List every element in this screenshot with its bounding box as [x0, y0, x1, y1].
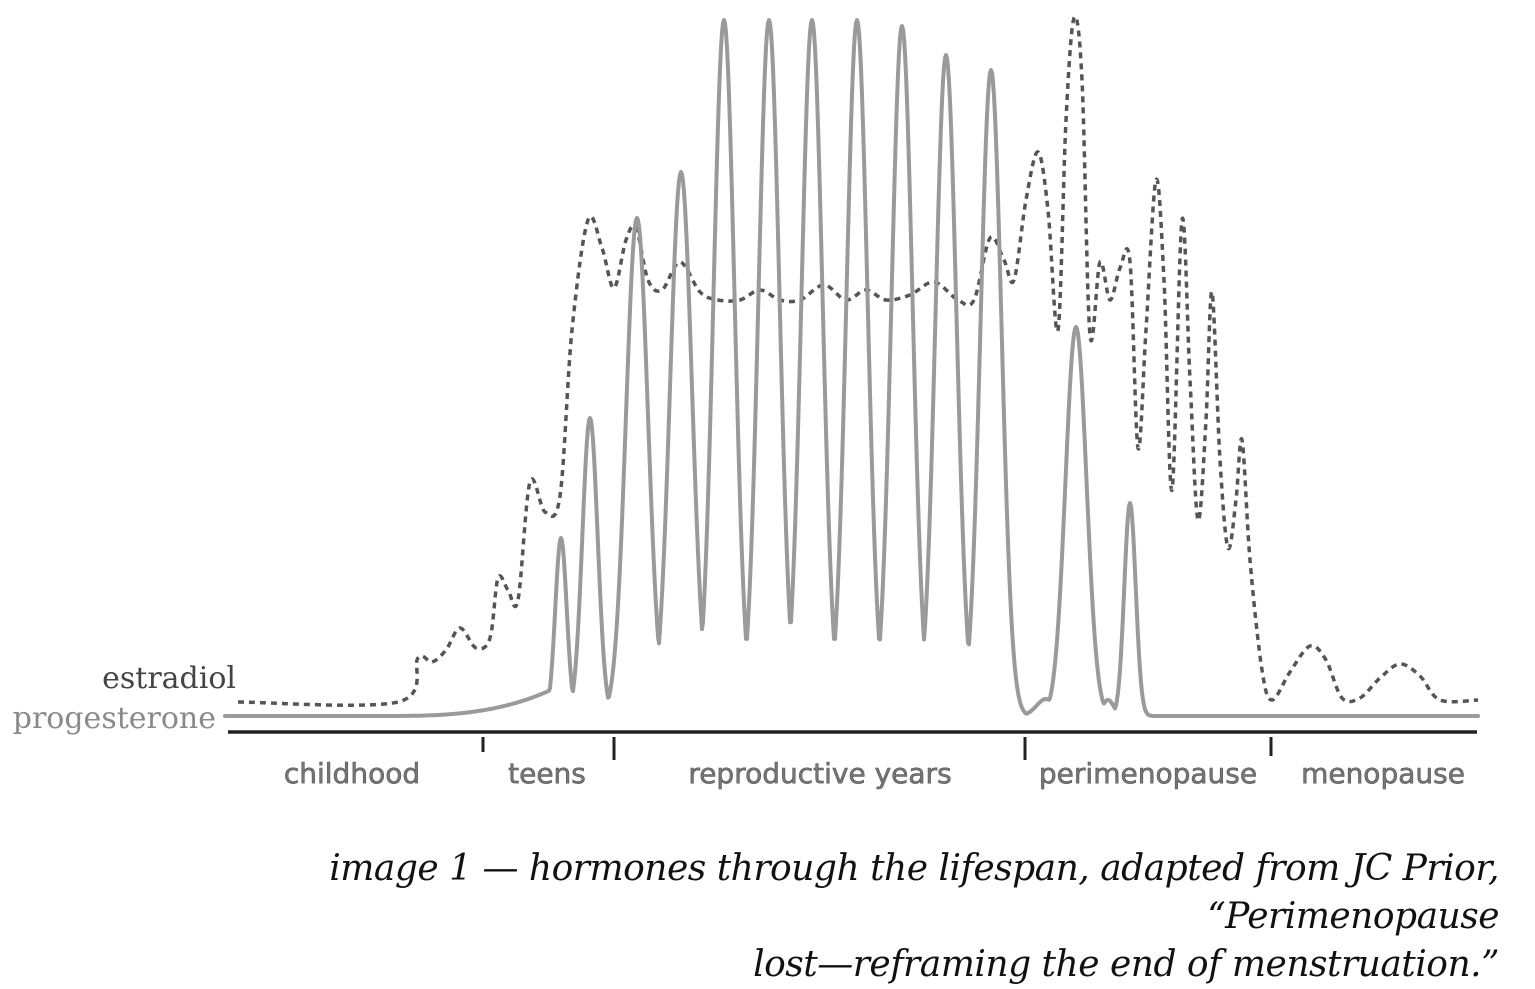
stage-reproductive-years: reproductive years	[688, 757, 951, 790]
progesterone-curve	[223, 18, 1480, 718]
caption-line-1: image 1 — hormones through the lifespan,…	[329, 848, 1499, 937]
stage-teens: teens	[508, 757, 586, 790]
stage-perimenopause: perimenopause	[1039, 757, 1257, 790]
estradiol-curve	[237, 14, 1479, 707]
stage-menopause: menopause	[1301, 757, 1465, 790]
estradiol-label: estradiol	[102, 661, 236, 696]
caption-line-2: lost—reframing the end of menstruation.”	[753, 944, 1499, 985]
hormone-lifespan-diagram: estradiol progesterone childhood teens r…	[13, 14, 1480, 790]
stage-childhood: childhood	[284, 757, 420, 790]
progesterone-label: progesterone	[13, 701, 216, 736]
figure-caption: image 1 — hormones through the lifespan,…	[39, 845, 1499, 989]
